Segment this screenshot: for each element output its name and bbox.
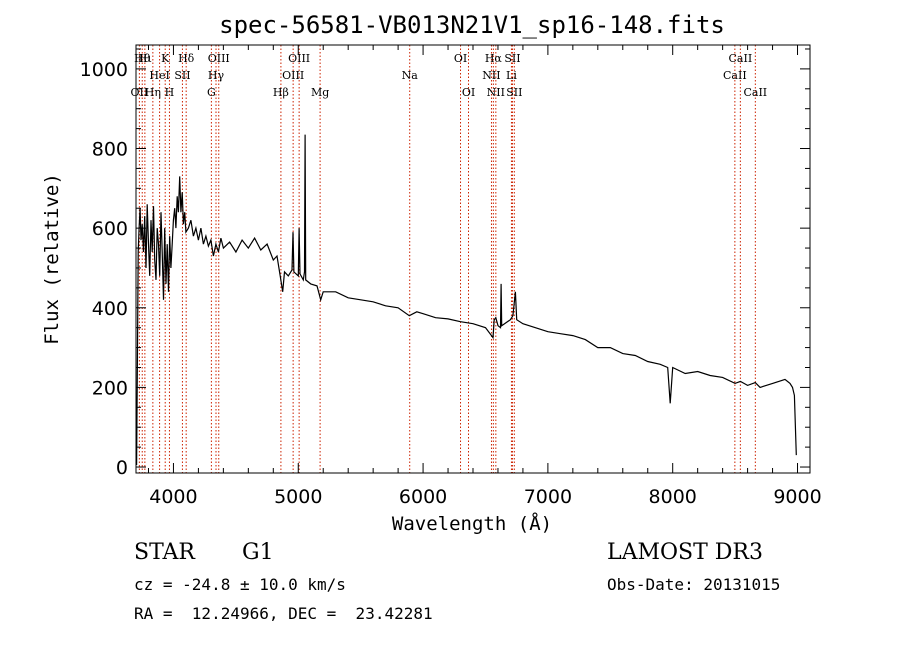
line-label: SII [506,86,522,99]
line-label: Mg [311,86,329,99]
line-label: H [165,86,175,99]
x-tick-label: 9000 [773,486,821,508]
line-label: G [207,86,216,99]
line-label: CaII [743,86,767,99]
object-class: STAR [134,540,195,565]
line-label: Hδ [178,52,195,65]
x-tick-label: 5000 [274,486,322,508]
x-tick-label: 4000 [149,486,197,508]
line-label: OIII [288,52,310,65]
plot-frame [135,44,811,474]
line-label: SII [504,52,520,65]
spectral-line-markers [138,45,756,473]
line-label: OI [462,86,475,99]
line-label: Hη [145,86,161,99]
line-label: Hα [485,52,503,65]
line-label: HeI [149,69,169,82]
x-tick-label: 8000 [649,486,697,508]
observation-date: Obs-Date: 20131015 [607,575,781,594]
chart-title: spec-56581-VB013N21V1_sp16-148.fits [219,11,725,39]
line-label: Hβ [273,86,289,99]
line-label: CaII [723,69,747,82]
line-label: Hγ [208,69,225,82]
y-tick-label: 600 [92,218,128,240]
line-label: OII [131,86,149,99]
coordinates: RA = 12.24966, DEC = 23.42281 [134,604,433,623]
survey-name: LAMOST DR3 [607,540,763,565]
x-tick-label: 6000 [399,486,447,508]
y-tick-label: 400 [92,298,128,320]
y-tick-label: 800 [92,139,128,161]
y-tick-label: 1000 [80,59,128,81]
line-label: K [161,52,170,65]
redshift-velocity: cz = -24.8 ± 10.0 km/s [134,575,346,594]
y-tick-label: 0 [116,457,128,479]
x-axis-label: Wavelength (Å) [392,512,552,535]
y-axis-label: Flux (relative) [41,173,63,345]
line-label: NII [482,69,500,82]
line-label: NII [487,86,505,99]
line-label: OIII [208,52,230,65]
axis-ticks: 4000 5000 6000 7000 8000 9000 0 200 400 600 800 100… [80,45,822,508]
line-label: CaII [729,52,753,65]
y-tick-label: 200 [92,377,128,399]
line-label: SII [174,69,190,82]
line-label: Hι [138,52,152,65]
line-label: Na [402,69,419,82]
x-tick-label: 7000 [524,486,572,508]
spectrum-line [136,134,797,466]
line-label: OI [454,52,467,65]
object-subclass: G1 [242,540,274,565]
line-label: Li [506,69,517,82]
line-label: Hθ [134,52,151,65]
line-label: OIII [282,69,304,82]
